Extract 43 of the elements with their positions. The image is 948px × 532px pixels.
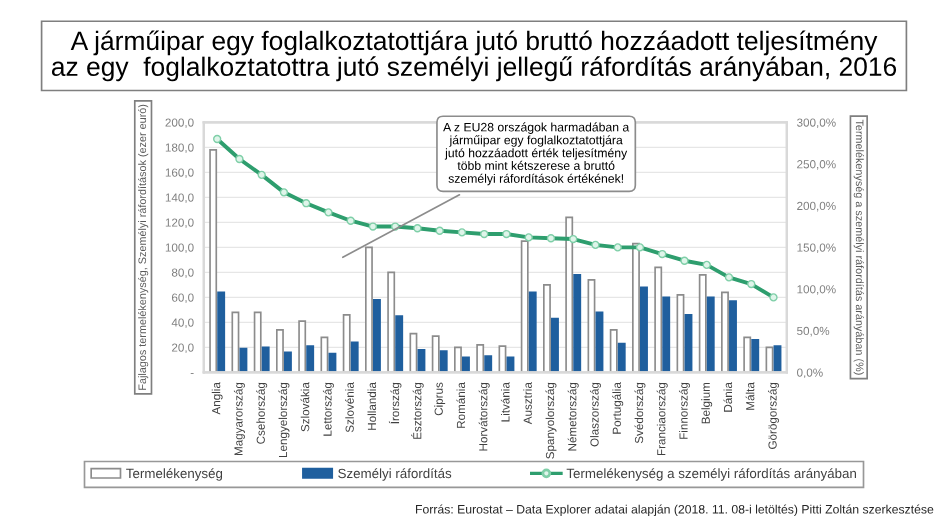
bar — [409, 332, 418, 373]
bar — [342, 314, 351, 373]
bar — [462, 356, 470, 373]
chart-title: A járműipar egy foglalkoztatottjára jutó bruttó hozzáadott teljesítmény az egy foglalkoztatottra jutó személyi jellegű ráfordítás arányában, 2016 — [51, 30, 897, 82]
bar — [729, 300, 737, 373]
bar — [565, 216, 574, 373]
bar — [261, 346, 270, 373]
bar — [253, 311, 262, 373]
bar — [217, 291, 226, 373]
bar — [350, 341, 359, 373]
bar — [320, 336, 329, 373]
bar — [372, 299, 381, 373]
bar — [298, 320, 307, 373]
bar — [543, 284, 551, 373]
bar — [609, 329, 618, 373]
bar — [453, 346, 462, 373]
bar — [528, 291, 537, 373]
bar — [431, 335, 440, 373]
bar — [617, 342, 626, 373]
bar — [706, 296, 715, 373]
bar — [484, 355, 493, 373]
bar — [551, 317, 559, 373]
bar — [632, 242, 640, 373]
bar — [751, 339, 760, 373]
bar — [743, 336, 752, 373]
bar — [387, 271, 396, 373]
bar — [439, 350, 448, 373]
bar — [306, 345, 315, 373]
bar — [239, 347, 248, 373]
bar — [721, 291, 729, 373]
bar — [573, 274, 582, 373]
bar — [698, 274, 707, 373]
bar — [662, 296, 671, 373]
bar — [231, 311, 240, 373]
bar — [328, 352, 337, 373]
bar — [640, 286, 648, 373]
bar — [654, 266, 663, 373]
bar — [283, 351, 292, 373]
bar — [275, 329, 284, 373]
bar — [209, 149, 218, 373]
bar — [395, 315, 404, 373]
bar — [476, 344, 485, 373]
bar — [520, 240, 529, 373]
